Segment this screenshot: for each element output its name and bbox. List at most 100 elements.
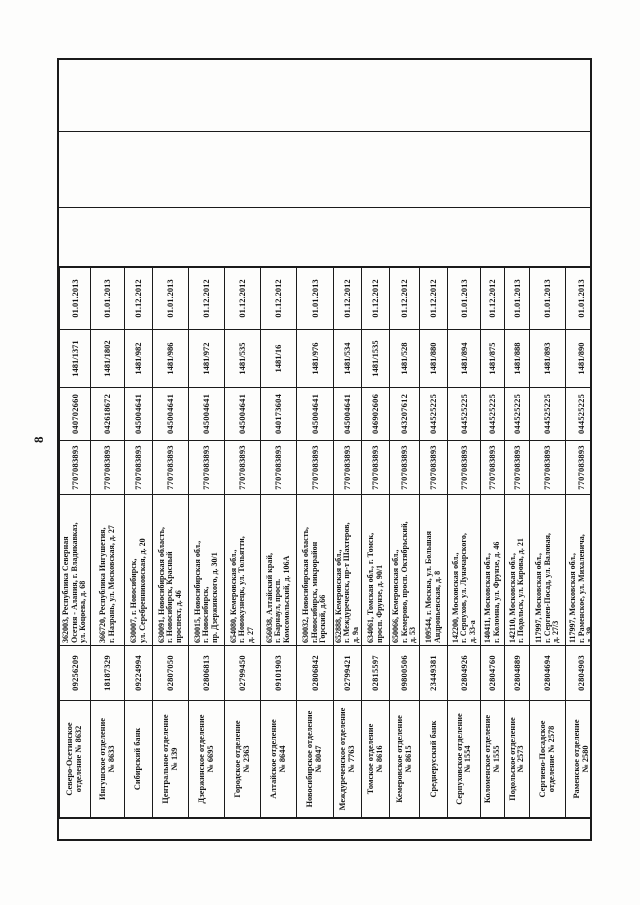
okpo-cell: 02804889	[504, 645, 530, 701]
address-cell: 630015, Новосибирская обл., г. Новосибир…	[188, 494, 225, 646]
okpo-cell: 23449381	[419, 645, 448, 701]
reg-number-cell: 1481/534	[333, 329, 362, 388]
branch-name-cell: Раменское отделение № 2580	[565, 700, 592, 818]
address-cell: 142200, Московская обл., г. Серпухов, ул…	[447, 494, 481, 646]
okpo-cell: 02804926	[447, 645, 481, 701]
reg-number-cell: 1481/875	[480, 329, 505, 388]
date-cell: 01.12.2012	[419, 267, 448, 330]
table-row: Подольское отделение № 2573 02804889 14211…	[504, 267, 530, 818]
okpo-cell: 02804760	[480, 645, 505, 701]
table-row: Алтайское отделение № 8644 09101903 656038…	[260, 267, 297, 818]
bik-cell: 045004641	[152, 387, 189, 441]
table-row: Раменское отделение № 2580 02804903 117997…	[565, 267, 592, 818]
bik-cell: 044525225	[419, 387, 448, 441]
date-cell: 01.01.2013	[447, 267, 481, 330]
address-cell: 117997, Московская обл., г. Сергиев-Поса…	[529, 494, 566, 646]
reg-number-cell: 1481/888	[504, 329, 530, 388]
empty-column-2	[59, 132, 590, 208]
inn-cell: 7707083893	[480, 440, 505, 495]
bik-cell: 044525225	[504, 387, 530, 441]
address-cell: 142110, Московская обл., г. Подольск, ул…	[504, 494, 530, 646]
date-cell: 01.01.2013	[59, 267, 91, 330]
date-cell: 01.01.2013	[529, 267, 566, 330]
branch-name-cell: Дзержинское отделение № 6695	[188, 700, 225, 818]
date-cell: 01.12.2012	[260, 267, 297, 330]
inn-cell: 7707083893	[447, 440, 481, 495]
address-cell: 366720, Республика Ингушетия, г. Назрань…	[90, 494, 125, 646]
branch-name-cell: Ингушское отделение № 8633	[90, 700, 125, 818]
bik-cell: 046902606	[361, 387, 390, 441]
table-row: Среднерусский банк 23449381 109544, г. Мос…	[419, 267, 448, 818]
inn-cell: 7707083893	[389, 440, 420, 495]
reg-number-cell: 1481/1535	[361, 329, 390, 388]
date-cell: 01.01.2013	[565, 267, 592, 330]
reg-number-cell: 1481/982	[124, 329, 153, 388]
branch-name-cell: Подольское отделение № 2573	[504, 700, 530, 818]
address-cell: 140411, Московская обл., г. Коломна, ул.…	[480, 494, 505, 646]
branches-table: Северо-Осетинское отделение № 8632 092562…	[59, 267, 592, 818]
empty-column-1	[59, 208, 590, 267]
table-row: Сергиево-Посадское отделение № 2578 02804…	[529, 267, 566, 818]
bik-cell: 045004641	[124, 387, 153, 441]
date-cell: 01.12.2012	[361, 267, 390, 330]
inn-cell: 7707083893	[361, 440, 390, 495]
reg-number-cell: 1481/986	[152, 329, 189, 388]
okpo-cell: 02799450	[224, 645, 261, 701]
reg-number-cell: 1481/1802	[90, 329, 125, 388]
branches-table-frame: Северо-Осетинское отделение № 8632 092562…	[57, 58, 592, 841]
okpo-cell: 09224994	[124, 645, 153, 701]
branch-name-cell: Томское отделение № 8616	[361, 700, 390, 818]
empty-column-3	[59, 60, 590, 132]
bik-cell: 044525225	[480, 387, 505, 441]
inn-cell: 7707083893	[124, 440, 153, 495]
address-cell: 362003, Республика Северная Осетия - Ала…	[59, 494, 91, 646]
date-cell: 01.01.2013	[504, 267, 530, 330]
branch-name-cell: Коломенское отделение № 1555	[480, 700, 505, 818]
table-row: Междуреченское отделение № 7763 02799421 6…	[333, 267, 362, 818]
date-cell: 01.12.2012	[188, 267, 225, 330]
date-cell: 01.01.2013	[296, 267, 334, 330]
bik-cell: 045004641	[296, 387, 334, 441]
okpo-cell: 02815597	[361, 645, 390, 701]
okpo-cell: 09800506	[389, 645, 420, 701]
inn-cell: 7707083893	[565, 440, 592, 495]
inn-cell: 7707083893	[296, 440, 334, 495]
bik-cell: 045004641	[333, 387, 362, 441]
bik-cell: 044525225	[529, 387, 566, 441]
okpo-cell: 18187329	[90, 645, 125, 701]
table-row: Ингушское отделение № 8633 18187329 366720…	[90, 267, 125, 818]
address-cell: 654080, Кемеровская обл., г. Новокузнецк…	[224, 494, 261, 646]
inn-cell: 7707083893	[188, 440, 225, 495]
reg-number-cell: 1481/890	[565, 329, 592, 388]
branch-name-cell: Городское отделение № 2363	[224, 700, 261, 818]
reg-number-cell: 1481/976	[296, 329, 334, 388]
okpo-cell: 02806813	[188, 645, 225, 701]
branch-name-cell: Северо-Осетинское отделение № 8632	[59, 700, 91, 818]
reg-number-cell: 1481/972	[188, 329, 225, 388]
okpo-cell: 09101903	[260, 645, 297, 701]
inn-cell: 7707083893	[333, 440, 362, 495]
table-row: Коломенское отделение № 1555 02804760 1404…	[480, 267, 505, 818]
inn-cell: 7707083893	[529, 440, 566, 495]
inn-cell: 7707083893	[152, 440, 189, 495]
branch-name-cell: Центральное отделение № 139	[152, 700, 189, 818]
branch-name-cell: Новосибирское отделение № 8047	[296, 700, 334, 818]
bik-cell: 045004641	[224, 387, 261, 441]
address-cell: 650066, Кемеровская обл., г. Кемерово, п…	[389, 494, 420, 646]
address-cell: 109544, г. Москва, ул. Большая Андроньев…	[419, 494, 448, 646]
okpo-cell: 02807050	[152, 645, 189, 701]
address-cell: 117997, Московская обл., г. Раменское, у…	[565, 494, 592, 646]
reg-number-cell: 1481/893	[529, 329, 566, 388]
reg-number-cell: 1481/880	[419, 329, 448, 388]
branch-name-cell: Серпуховское отделение № 1554	[447, 700, 481, 818]
bik-cell: 042618672	[90, 387, 125, 441]
bik-cell: 045004641	[188, 387, 225, 441]
okpo-cell: 02806842	[296, 645, 334, 701]
table-row: Сибирский банк 09224994 630007, г. Новосиб…	[124, 267, 153, 818]
inn-cell: 7707083893	[504, 440, 530, 495]
table-row: Новосибирское отделение № 8047 02806842 63…	[296, 267, 334, 818]
date-cell: 01.12.2012	[224, 267, 261, 330]
bik-cell: 040173604	[260, 387, 297, 441]
okpo-cell: 02804694	[529, 645, 566, 701]
